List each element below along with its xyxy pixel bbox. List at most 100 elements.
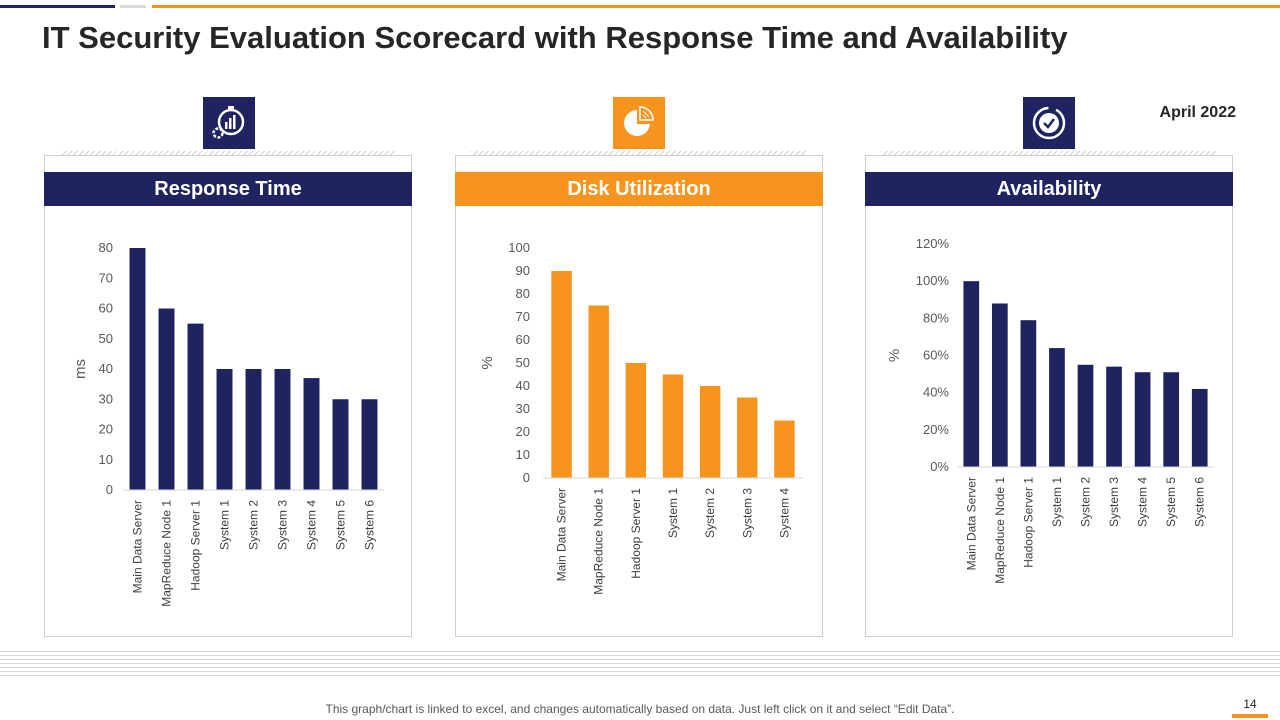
y-tick-label: 10 <box>99 452 113 467</box>
page-number-underline <box>1232 714 1268 718</box>
bar[interactable] <box>662 374 684 479</box>
response-time-card: Response Time 0 10 20 30 40 50 60 70 80 ms Main Da… <box>44 151 413 637</box>
x-category-label: System 4 <box>1136 477 1150 527</box>
x-category-label: System 2 <box>703 488 717 538</box>
bar[interactable] <box>1134 372 1151 467</box>
y-tick-label: 100 <box>508 240 530 255</box>
bar[interactable] <box>1163 372 1180 467</box>
bar[interactable] <box>588 305 609 479</box>
response-time-header: Response Time <box>44 172 412 206</box>
x-category-label: Main Data Server <box>964 477 978 570</box>
y-tick-label: 100% <box>916 273 950 288</box>
bar[interactable] <box>187 323 204 490</box>
bar[interactable] <box>245 369 262 490</box>
x-category-label: Hadoop Server 1 <box>189 500 203 591</box>
x-category-label: System 4 <box>777 488 791 538</box>
availability-header: Availability <box>865 172 1233 206</box>
y-tick-label: 70 <box>516 309 530 324</box>
bar[interactable] <box>216 369 233 490</box>
y-tick-label: 60 <box>516 332 530 347</box>
stopwatch-gear-icon <box>203 97 255 149</box>
y-tick-label: 120% <box>916 236 950 251</box>
x-category-label: MapReduce Node 1 <box>160 500 174 607</box>
x-category-label: System 3 <box>276 500 290 550</box>
disk-utilization-card: Disk Utilization 0 10 20 30 40 50 60 70 80 90 100%… <box>455 151 824 637</box>
bar[interactable] <box>991 303 1008 467</box>
y-axis-label: ms <box>72 359 89 379</box>
x-category-label: MapReduce Node 1 <box>993 477 1007 584</box>
card-hatch <box>881 151 1217 156</box>
response-time-chart[interactable]: 0 10 20 30 40 50 60 70 80 ms Main Data Server MapRe… <box>45 206 413 636</box>
y-axis-label: % <box>886 349 903 362</box>
x-category-label: System 1 <box>666 488 680 538</box>
report-date: April 2022 <box>1159 104 1236 121</box>
bar[interactable] <box>361 399 378 490</box>
top-accent-navy <box>0 5 115 8</box>
bar[interactable] <box>1077 364 1094 467</box>
x-category-label: Hadoop Server 1 <box>629 488 643 579</box>
card-hatch <box>60 151 396 156</box>
y-tick-label: 40% <box>923 385 949 400</box>
x-category-label: System 5 <box>1164 477 1178 527</box>
y-tick-label: 80 <box>99 240 113 255</box>
x-category-label: MapReduce Node 1 <box>592 488 606 595</box>
x-category-label: System 3 <box>740 488 754 538</box>
x-category-label: System 1 <box>218 500 232 550</box>
x-category-label: System 5 <box>334 500 348 550</box>
bar[interactable] <box>129 248 146 490</box>
y-tick-label: 90 <box>516 263 530 278</box>
bar[interactable] <box>274 369 291 490</box>
y-tick-label: 60 <box>99 301 113 316</box>
page-number: 14 <box>1243 697 1257 711</box>
disk-utilization-chart[interactable]: 0 10 20 30 40 50 60 70 80 90 100% Main Data Server M… <box>456 206 824 636</box>
bar[interactable] <box>1191 388 1208 467</box>
bar[interactable] <box>699 386 721 478</box>
y-tick-label: 40 <box>516 378 530 393</box>
bar[interactable] <box>332 399 349 490</box>
y-tick-label: 80% <box>923 310 949 325</box>
x-category-label: Hadoop Server 1 <box>1021 477 1035 568</box>
bar[interactable] <box>303 378 320 490</box>
bar[interactable] <box>774 420 795 479</box>
x-category-label: System 6 <box>1193 477 1207 527</box>
y-tick-label: 40 <box>99 361 113 376</box>
x-category-label: Main Data Server <box>131 500 145 593</box>
x-category-label: Main Data Server <box>555 488 569 581</box>
y-tick-label: 50 <box>516 355 530 370</box>
card-hatch <box>471 151 807 156</box>
y-tick-label: 30 <box>99 391 113 406</box>
x-category-label: System 3 <box>1107 477 1121 527</box>
top-accent-orange <box>152 5 1280 8</box>
y-tick-label: 0% <box>930 459 949 474</box>
y-tick-label: 30 <box>516 401 530 416</box>
top-accent-grey <box>120 5 146 8</box>
x-category-label: System 2 <box>247 500 261 550</box>
bar[interactable] <box>963 281 980 467</box>
x-category-label: System 6 <box>363 500 377 550</box>
y-tick-label: 0 <box>523 470 530 485</box>
bar[interactable] <box>551 271 572 478</box>
bar[interactable] <box>737 397 758 479</box>
bar[interactable] <box>1106 366 1122 467</box>
page-title: IT Security Evaluation Scorecard with Re… <box>42 20 1068 55</box>
x-category-label: System 1 <box>1050 477 1064 527</box>
y-tick-label: 20 <box>99 422 113 437</box>
x-category-label: System 4 <box>305 500 319 550</box>
y-tick-label: 50 <box>99 331 113 346</box>
availability-card: Availability 0% 20% 40% 60% 80% 100% 120%% Main… <box>865 151 1234 637</box>
y-tick-label: 60% <box>923 348 949 363</box>
bar[interactable] <box>158 308 175 491</box>
bar[interactable] <box>1049 348 1065 467</box>
pie-chart-icon <box>613 97 665 149</box>
availability-chart[interactable]: 0% 20% 40% 60% 80% 100% 120%% Main Data Server M… <box>866 206 1234 636</box>
y-tick-label: 20 <box>516 424 530 439</box>
disk-utilization-header: Disk Utilization <box>455 172 823 206</box>
y-tick-label: 70 <box>99 270 113 285</box>
bar[interactable] <box>625 363 647 478</box>
y-tick-label: 80 <box>516 286 530 301</box>
y-tick-label: 10 <box>516 447 530 462</box>
y-tick-label: 0 <box>106 482 113 497</box>
check-circle-icon <box>1023 97 1075 149</box>
x-category-label: System 2 <box>1079 477 1093 527</box>
bar[interactable] <box>1020 320 1037 467</box>
